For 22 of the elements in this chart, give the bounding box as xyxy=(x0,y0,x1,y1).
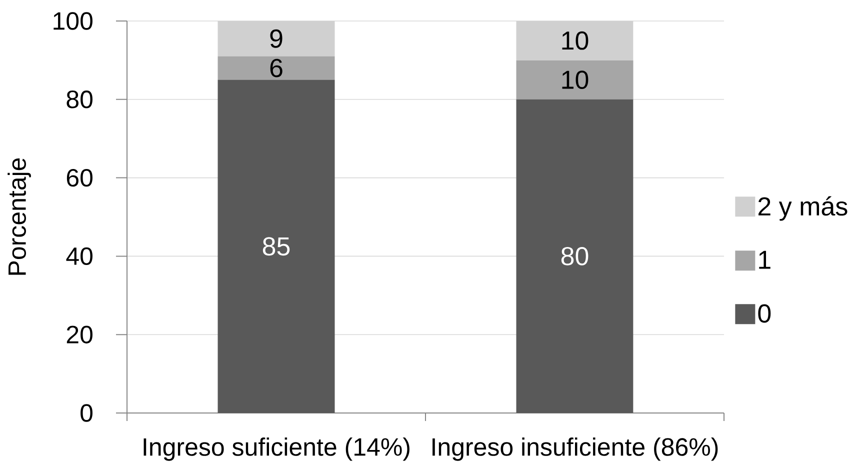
data-label: 10 xyxy=(562,31,588,50)
y-tick-label: 0 xyxy=(80,404,92,422)
y-tick-label: 60 xyxy=(66,168,92,187)
data-label: 6 xyxy=(270,58,282,78)
data-label: 85 xyxy=(262,237,290,256)
legend-label: 1 xyxy=(759,250,770,269)
x-tick-label: Ingreso insuficiente (86%) xyxy=(432,438,718,461)
y-axis-title: Porcentaje xyxy=(8,158,31,275)
bar xyxy=(516,60,634,100)
bar xyxy=(516,99,634,413)
legend-label: 2 y más xyxy=(758,196,848,221)
y-tick-label: 40 xyxy=(66,247,92,266)
y-tick-label: 20 xyxy=(66,326,92,344)
legend-label: 0 xyxy=(758,304,771,323)
bar xyxy=(218,80,335,413)
data-label: 10 xyxy=(562,70,588,89)
bar xyxy=(218,56,335,80)
data-label: 9 xyxy=(270,29,282,48)
x-tick-label: Ingreso suficiente (14%) xyxy=(144,438,410,461)
data-label: 80 xyxy=(561,246,588,266)
y-tick-label: 100 xyxy=(54,12,92,30)
y-tick-label: 80 xyxy=(66,90,92,108)
